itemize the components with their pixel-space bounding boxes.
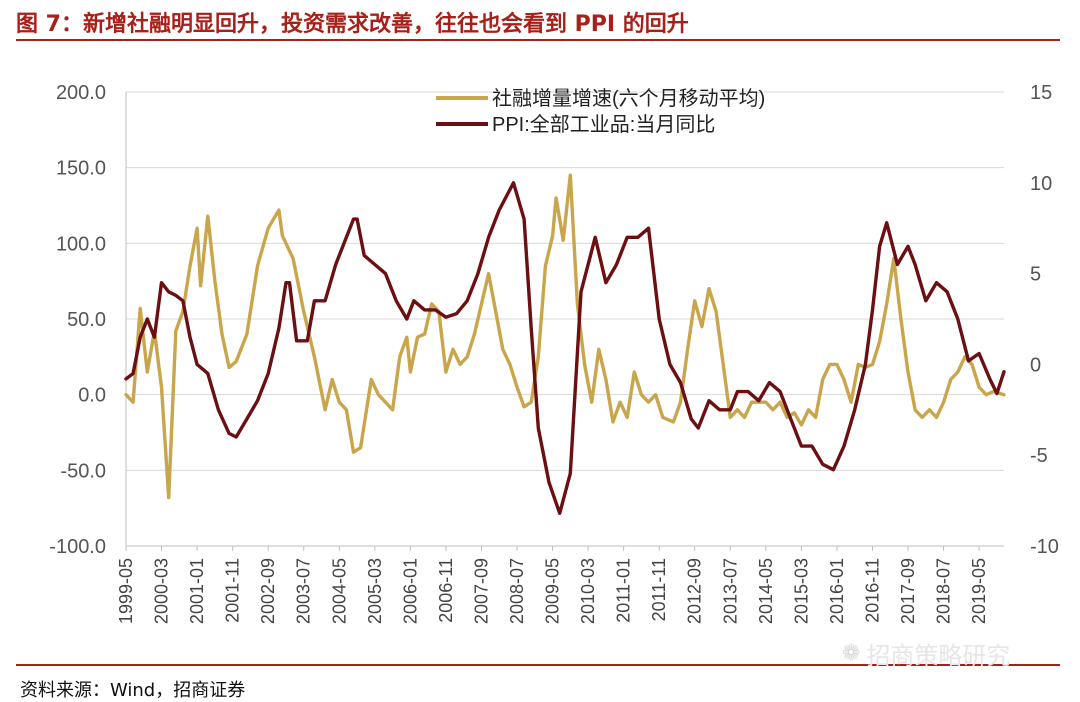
x-tick-label: 2002-09 xyxy=(258,558,278,624)
y-right-tick-label: 10 xyxy=(1030,173,1052,195)
x-tick-label: 2013-07 xyxy=(720,558,740,624)
y-right-tick-label: 15 xyxy=(1030,82,1052,104)
x-tick-label: 2016-01 xyxy=(827,558,847,624)
figure-title: 图 7：新增社融明显回升，投资需求改善，往往也会看到 PPI 的回升 xyxy=(16,12,689,37)
y-left-tick-label: 0.0 xyxy=(78,385,106,407)
series-line-social-financing xyxy=(124,173,1006,500)
title-rule xyxy=(16,39,1060,41)
x-tick-label: 2011-01 xyxy=(614,558,634,623)
x-tick-label: 2018-07 xyxy=(934,558,954,624)
legend-label: PPI:全部工业品:当月同比 xyxy=(492,113,715,136)
x-tick-label: 2003-07 xyxy=(294,558,314,624)
x-tick-label: 2015-03 xyxy=(791,558,811,624)
y-left-tick-label: 100.0 xyxy=(56,233,106,255)
wechat-icon: ❁ xyxy=(842,641,861,666)
series-line-ppi xyxy=(124,181,1006,515)
y-left-tick-label: -100.0 xyxy=(49,536,106,558)
x-tick-label: 2005-03 xyxy=(365,558,385,624)
x-tick-label: 2004-05 xyxy=(329,558,349,624)
x-tick-label: 2017-09 xyxy=(898,558,918,624)
footer-rule xyxy=(16,664,1060,666)
x-tick-label: 2010-03 xyxy=(578,558,598,624)
x-tick-label: 2011-11 xyxy=(649,558,669,621)
x-tick-label: 2006-01 xyxy=(400,558,420,624)
watermark: ❁ 招商策略研究 xyxy=(842,636,1010,671)
y-left-tick-label: 150.0 xyxy=(56,158,106,180)
x-tick-label: 2000-03 xyxy=(152,558,172,624)
x-tick-label: 2006-11 xyxy=(436,558,456,623)
source-note: 资料来源：Wind，招商证券 xyxy=(20,680,246,701)
x-tick-label: 2008-07 xyxy=(507,558,527,624)
x-tick-label: 2009-05 xyxy=(543,558,563,624)
y-right-tick-label: 0 xyxy=(1030,354,1041,376)
x-tick-label: 2007-09 xyxy=(471,558,491,624)
y-right-tick-label: 5 xyxy=(1030,264,1041,286)
x-tick-label: 1999-05 xyxy=(116,558,136,624)
x-tick-label: 2016-11 xyxy=(862,558,882,623)
y-right-tick-label: -10 xyxy=(1030,536,1059,558)
legend-label: 社融增量增速(六个月移动平均) xyxy=(492,87,765,110)
x-tick-label: 2001-01 xyxy=(187,558,207,624)
x-tick-label: 2019-05 xyxy=(969,558,989,624)
watermark-text: 招商策略研究 xyxy=(866,642,1011,670)
x-tick-label: 2014-05 xyxy=(756,558,776,624)
y-left-tick-label: 200.0 xyxy=(56,82,106,104)
y-left-tick-label: -50.0 xyxy=(60,460,106,482)
x-tick-label: 2001-11 xyxy=(223,558,243,623)
y-right-tick-label: -5 xyxy=(1030,445,1048,467)
y-left-tick-label: 50.0 xyxy=(67,309,106,331)
x-tick-label: 2012-09 xyxy=(685,558,705,624)
